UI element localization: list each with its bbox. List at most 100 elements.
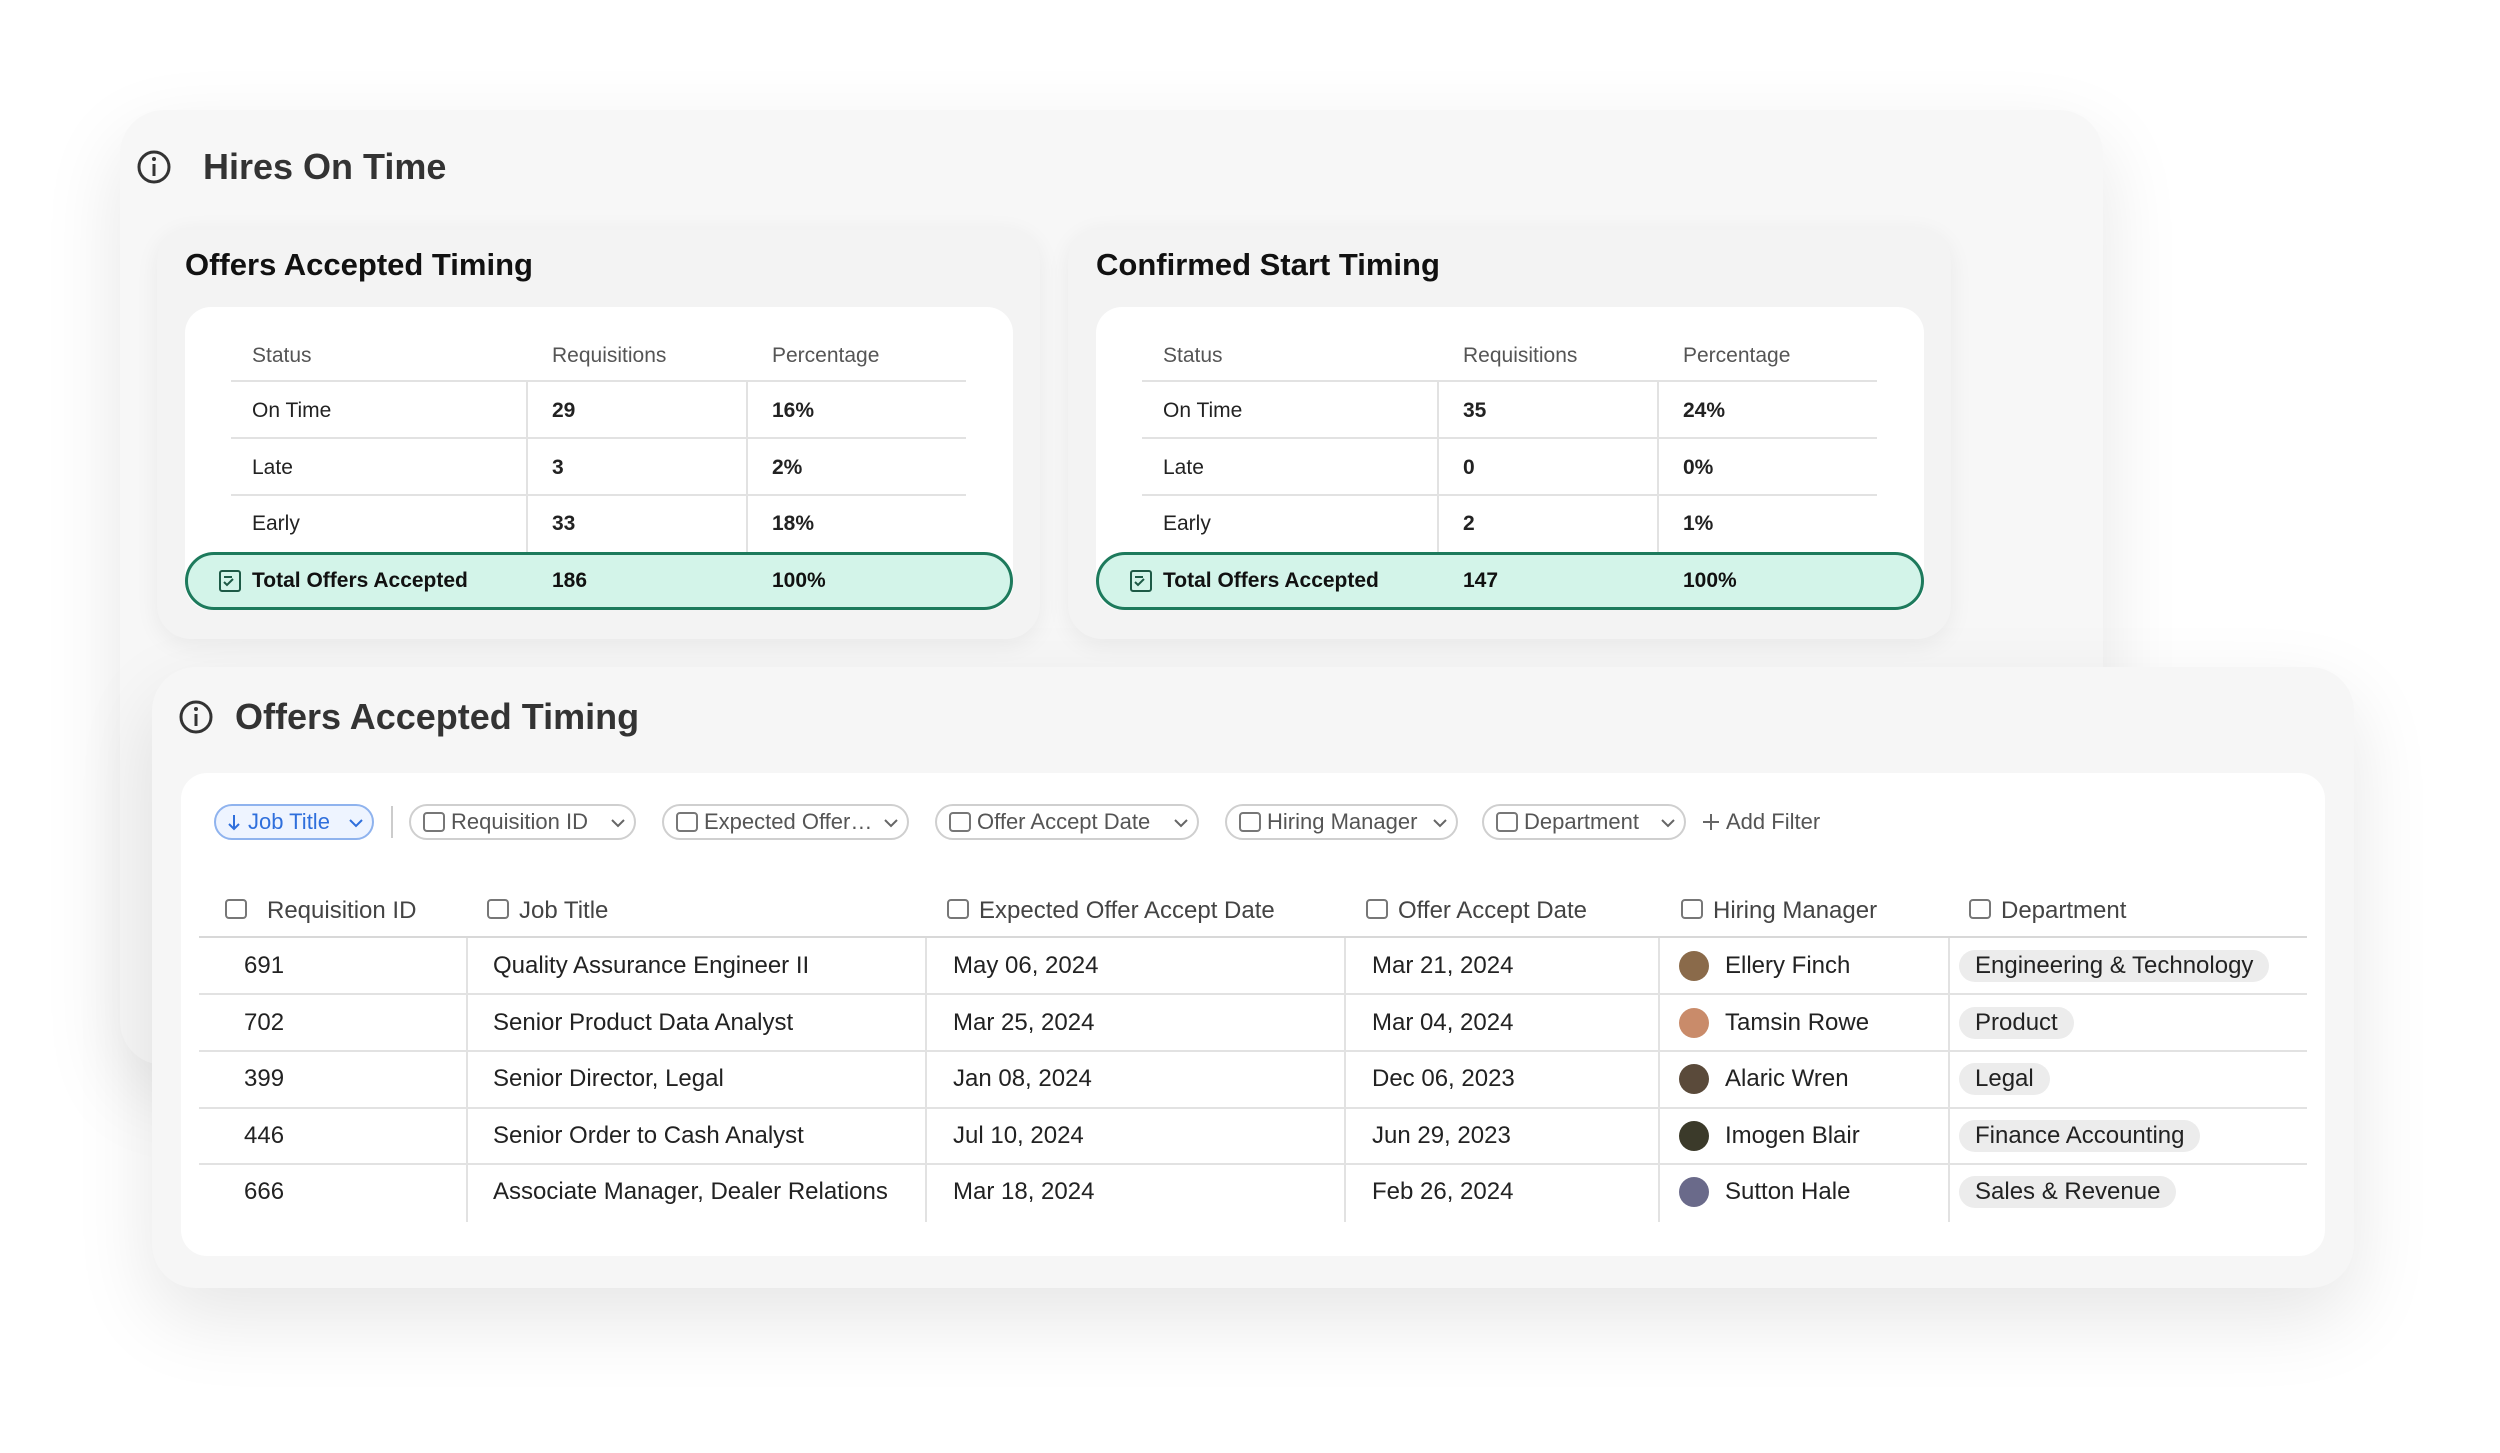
- table-cell: Dec 06, 2023: [1372, 1065, 1515, 1092]
- column-header: Percentage: [1683, 344, 1791, 367]
- table-cell: Senior Product Data Analyst: [493, 1008, 794, 1036]
- table-cell: 16%: [772, 399, 815, 422]
- table-cell: 691: [244, 952, 285, 979]
- table-cell: Late: [252, 455, 293, 479]
- avatar: [1679, 951, 1709, 981]
- column-line: [1657, 380, 1659, 552]
- column-header: Status: [252, 344, 312, 367]
- table-cell: 666: [244, 1178, 285, 1205]
- column-icon: [1366, 899, 1388, 919]
- column-icon: [225, 899, 247, 919]
- column-line: [526, 380, 528, 552]
- table-cell: 35: [1463, 399, 1487, 422]
- filter-label: Hiring Manager: [1267, 809, 1418, 834]
- header-line: [199, 936, 2307, 938]
- filter-icon: [949, 812, 971, 832]
- table-cell: 2%: [772, 455, 803, 479]
- department-tag: Finance Accounting: [1959, 1119, 2201, 1152]
- table-cell: Feb 26, 2024: [1372, 1178, 1514, 1205]
- department-tag: Product: [1959, 1006, 2074, 1039]
- filter-icon: [1496, 812, 1518, 832]
- table-cell: Mar 25, 2024: [953, 1008, 1095, 1036]
- column-line: [1948, 938, 1950, 1222]
- table-cell: Mar 18, 2024: [953, 1178, 1095, 1205]
- panel-title: Hires On Time: [203, 146, 447, 187]
- column-icon: [1969, 899, 1991, 919]
- chevron: [1433, 819, 1447, 828]
- table-cell: Late: [1163, 455, 1204, 479]
- info-icon: [179, 700, 213, 734]
- column-header: Requisitions: [1463, 344, 1578, 367]
- avatar: [1679, 1007, 1709, 1038]
- filter-icon: [423, 812, 445, 832]
- chevron: [1661, 819, 1675, 828]
- filter-chip[interactable]: [935, 804, 1199, 840]
- card-title: Confirmed Start Timing: [1096, 247, 1440, 282]
- table-cell: On Time: [252, 399, 332, 422]
- row-line: [231, 437, 966, 439]
- table-cell: Associate Manager, Dealer Relations: [493, 1178, 888, 1205]
- column-icon: [947, 899, 969, 919]
- total-cell: 147: [1463, 569, 1499, 592]
- table-cell: Jan 08, 2024: [953, 1065, 1092, 1092]
- table-cell: Jul 10, 2024: [953, 1121, 1084, 1149]
- table-cell: Quality Assurance Engineer II: [493, 952, 810, 979]
- column-header: Requisition ID: [267, 897, 417, 924]
- filter-icon: [676, 812, 698, 832]
- table-cell: Early: [252, 512, 300, 535]
- chevron: [1174, 819, 1188, 828]
- filter-chip[interactable]: [662, 804, 909, 840]
- department-tag: Legal: [1959, 1063, 2050, 1095]
- table-cell: 399: [244, 1065, 285, 1092]
- column-header: Offer Accept Date: [1398, 897, 1587, 924]
- row-line: [231, 494, 966, 496]
- filter-label: Offer Accept Date: [977, 809, 1151, 834]
- table-cell: 33: [552, 512, 576, 535]
- total-icon: [1130, 570, 1152, 592]
- filter-icon: [1239, 812, 1261, 832]
- table-cell: On Time: [1163, 399, 1243, 422]
- table-cell: Mar 21, 2024: [1372, 952, 1514, 979]
- column-line: [746, 380, 748, 552]
- filter-chip[interactable]: [1225, 804, 1458, 840]
- table-cell: Jun 29, 2023: [1372, 1121, 1511, 1149]
- column-header: Hiring Manager: [1713, 897, 1878, 924]
- total-cell: 100%: [1683, 569, 1737, 592]
- table-cell: 24%: [1683, 399, 1726, 422]
- chevron: [884, 819, 898, 828]
- column-header: Job Title: [519, 897, 609, 924]
- filter-label: Requisition ID: [451, 809, 588, 834]
- chevron: [349, 819, 363, 828]
- table-cell: Senior Order to Cash Analyst: [493, 1121, 804, 1149]
- avatar: [1679, 1120, 1709, 1151]
- filter-label: Department: [1524, 809, 1639, 834]
- table-cell: 702: [244, 1008, 285, 1036]
- filter-chip[interactable]: [409, 804, 636, 840]
- column-line: [1658, 938, 1660, 1222]
- total-cell: 186: [552, 569, 588, 592]
- table-cell: 2: [1463, 512, 1475, 535]
- table-cell: Tamsin Rowe: [1725, 1008, 1870, 1036]
- table-cell: Imogen Blair: [1725, 1121, 1860, 1149]
- row-line: [199, 1050, 2307, 1052]
- filter-label: Job Title: [248, 809, 330, 834]
- table-cell: 446: [244, 1121, 285, 1149]
- table-cell: 1%: [1683, 512, 1714, 535]
- row-line: [199, 993, 2307, 995]
- row-line: [199, 1107, 2307, 1109]
- column-line: [466, 938, 468, 1222]
- add-filter: Add Filter: [1726, 809, 1821, 834]
- table-cell: 0: [1463, 455, 1475, 479]
- panel-title: Offers Accepted Timing: [235, 696, 640, 737]
- column-header: Expected Offer Accept Date: [979, 897, 1275, 924]
- table-cell: Early: [1163, 512, 1211, 535]
- filter-chip[interactable]: [214, 804, 374, 840]
- plus-icon: [1703, 814, 1719, 830]
- column-header: Percentage: [772, 344, 880, 367]
- column-line: [1344, 938, 1346, 1222]
- table-cell: 18%: [772, 512, 815, 535]
- row-line: [231, 380, 966, 382]
- total-row: [185, 552, 1013, 610]
- avatar: [1679, 1177, 1709, 1207]
